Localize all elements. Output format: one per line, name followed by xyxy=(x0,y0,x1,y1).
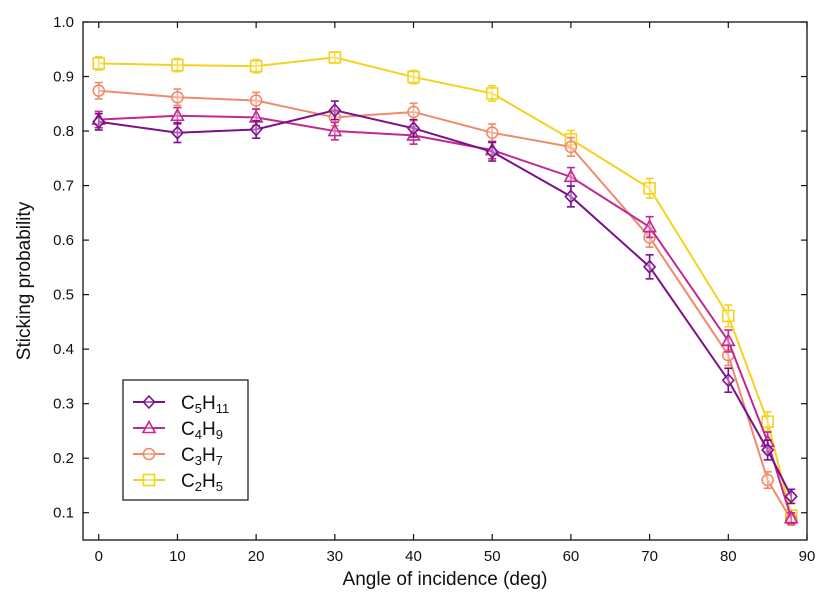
x-axis-title: Angle of incidence (deg) xyxy=(343,569,548,590)
y-tick-label: 0.6 xyxy=(53,232,74,249)
data-point xyxy=(171,90,184,104)
data-point xyxy=(485,144,499,159)
data-point xyxy=(249,59,263,73)
x-tick-label: 40 xyxy=(405,548,422,565)
y-tick-label: 0.4 xyxy=(53,341,74,358)
data-point xyxy=(721,373,735,388)
data-point xyxy=(407,70,420,84)
data-point xyxy=(249,122,263,137)
data-point xyxy=(249,94,263,107)
series-C2H5 xyxy=(92,51,798,522)
plot-area xyxy=(82,21,808,541)
data-point xyxy=(563,168,579,183)
x-tick-label: 30 xyxy=(326,548,343,565)
legend-label: C4H9 xyxy=(181,419,223,442)
legend-item-C5H11: C5H11 xyxy=(133,393,229,416)
data-point xyxy=(783,510,799,524)
y-tick-label: 0.8 xyxy=(53,123,74,140)
legend-marker xyxy=(141,419,157,434)
series-C3H7 xyxy=(92,81,798,527)
data-point xyxy=(328,51,342,64)
data-point xyxy=(92,57,106,70)
x-tick-label: 80 xyxy=(720,548,737,565)
series-C5H11 xyxy=(92,100,798,505)
legend-item-C4H9: C4H9 xyxy=(133,419,223,442)
legend-label: C3H7 xyxy=(181,445,223,468)
legend-label: C2H5 xyxy=(181,471,223,494)
data-point xyxy=(170,107,185,122)
y-axis-ticks: 0.1 0.2 0.3 0.4 0.5 0.6 0.7 0.8 0.9 1.0 xyxy=(53,14,807,522)
data-point xyxy=(485,87,499,100)
data-point xyxy=(720,332,736,347)
data-point xyxy=(761,415,774,428)
data-point xyxy=(564,189,578,204)
data-point xyxy=(328,103,342,118)
plot-frame xyxy=(82,21,808,541)
x-tick-label: 90 xyxy=(799,548,816,565)
data-point xyxy=(761,473,774,487)
data-point xyxy=(643,182,656,195)
legend-marker xyxy=(142,473,156,487)
y-tick-label: 0.2 xyxy=(53,450,74,467)
data-point xyxy=(92,114,106,129)
data-point xyxy=(485,126,499,139)
data-point xyxy=(327,122,343,137)
data-point xyxy=(722,309,735,323)
y-tick-label: 0.9 xyxy=(53,69,74,86)
data-point xyxy=(170,125,185,140)
x-tick-label: 60 xyxy=(563,548,580,565)
y-axis-title: Sticking probability xyxy=(14,201,35,360)
data-point xyxy=(564,140,578,154)
legend-marker xyxy=(142,447,156,461)
y-tick-label: 0.5 xyxy=(53,287,74,304)
data-point xyxy=(171,58,184,72)
x-tick-label: 50 xyxy=(484,548,501,565)
y-tick-label: 0.1 xyxy=(53,505,74,522)
x-tick-label: 10 xyxy=(169,548,186,565)
series-layer xyxy=(91,51,799,527)
data-point xyxy=(761,442,775,458)
y-tick-label: 0.3 xyxy=(53,396,74,413)
data-point xyxy=(92,84,106,98)
y-tick-label: 1.0 xyxy=(53,14,74,31)
x-tick-label: 20 xyxy=(248,548,265,565)
x-tick-label: 0 xyxy=(95,548,103,565)
legend-item-C3H7: C3H7 xyxy=(133,445,223,468)
x-tick-label: 70 xyxy=(641,548,658,565)
data-point xyxy=(784,489,798,504)
data-point xyxy=(643,259,657,275)
legend-label: C5H11 xyxy=(181,393,229,416)
legend: C5H11 C4H9 C3H7 C2H5 xyxy=(122,379,249,501)
data-point xyxy=(642,218,657,233)
data-point xyxy=(406,121,421,136)
legend-item-C2H5: C2H5 xyxy=(133,471,223,494)
y-tick-label: 0.7 xyxy=(53,178,74,195)
data-point xyxy=(407,105,420,119)
legend-marker xyxy=(142,394,156,410)
x-axis-ticks: 0 10 20 30 40 50 60 70 80 90 xyxy=(95,22,816,565)
